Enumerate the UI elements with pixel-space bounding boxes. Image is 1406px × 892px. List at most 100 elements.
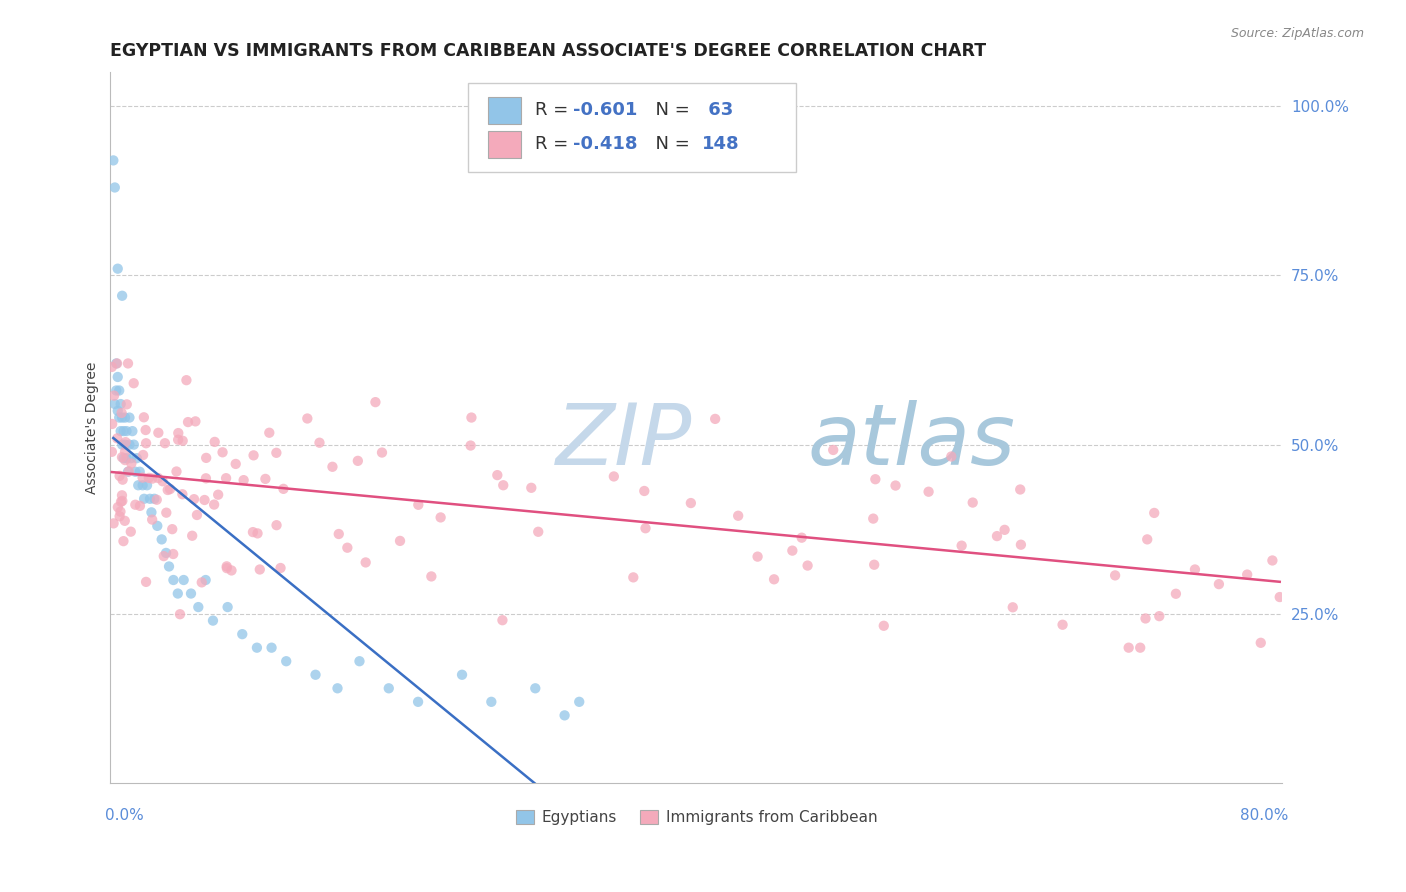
Point: [195, 450, 218, 465]
Point: [132, 448, 155, 462]
Point: [917, 484, 939, 499]
Point: [132, 410, 155, 425]
Point: [790, 531, 813, 545]
Point: [111, 289, 134, 303]
Point: [101, 417, 124, 431]
Point: [120, 457, 142, 471]
Point: [146, 519, 169, 533]
Point: [135, 423, 157, 437]
Point: [221, 564, 243, 578]
Point: [180, 586, 202, 600]
Point: [1104, 568, 1126, 582]
Point: [136, 478, 159, 492]
Point: [994, 523, 1017, 537]
Point: [159, 482, 181, 496]
Point: [111, 473, 134, 487]
Point: [328, 527, 350, 541]
Point: [246, 640, 269, 655]
Point: [112, 451, 135, 466]
Point: [103, 516, 125, 531]
Point: [747, 549, 769, 564]
Point: [486, 468, 509, 483]
Point: [118, 464, 141, 478]
Point: [107, 404, 129, 418]
Point: [186, 508, 208, 522]
Point: [1129, 640, 1152, 655]
Point: [254, 472, 277, 486]
Point: [110, 424, 132, 438]
FancyBboxPatch shape: [488, 96, 520, 124]
Point: [634, 521, 657, 535]
Point: [201, 614, 224, 628]
Point: [112, 424, 135, 438]
Point: [1010, 538, 1032, 552]
Point: [115, 451, 138, 466]
Point: [389, 533, 412, 548]
Point: [104, 397, 127, 411]
Point: [782, 543, 804, 558]
Point: [107, 261, 129, 276]
Point: [139, 491, 162, 506]
Point: [152, 549, 174, 563]
Point: [242, 525, 264, 540]
Point: [105, 384, 128, 398]
Point: [118, 410, 141, 425]
Point: [117, 465, 139, 479]
Point: [451, 667, 474, 681]
Point: [207, 488, 229, 502]
Point: [194, 471, 217, 485]
FancyBboxPatch shape: [488, 131, 520, 158]
Point: [111, 410, 134, 425]
Text: Source: ZipAtlas.com: Source: ZipAtlas.com: [1230, 27, 1364, 40]
Point: [215, 561, 238, 575]
Point: [193, 493, 215, 508]
Point: [524, 681, 547, 696]
Point: [962, 495, 984, 509]
Point: [187, 600, 209, 615]
Text: 80.0%: 80.0%: [1240, 807, 1288, 822]
Point: [194, 573, 217, 587]
Point: [117, 356, 139, 370]
Point: [181, 529, 204, 543]
Point: [111, 450, 134, 465]
Point: [108, 410, 131, 425]
Point: [105, 356, 128, 370]
Point: [120, 524, 142, 539]
Point: [1010, 483, 1032, 497]
Point: [138, 471, 160, 485]
Point: [108, 509, 131, 524]
Point: [111, 488, 134, 502]
Point: [704, 412, 727, 426]
Point: [873, 619, 896, 633]
Point: [108, 384, 131, 398]
Point: [124, 465, 146, 479]
Point: [172, 434, 194, 448]
Point: [336, 541, 359, 555]
Point: [865, 472, 887, 486]
Point: [101, 445, 124, 459]
Point: [347, 454, 370, 468]
Point: [406, 695, 429, 709]
Point: [121, 424, 143, 438]
Point: [150, 533, 173, 547]
Point: [211, 445, 233, 459]
Y-axis label: Associate's Degree: Associate's Degree: [86, 361, 100, 494]
Point: [101, 359, 124, 374]
Point: [491, 613, 513, 627]
Point: [162, 573, 184, 587]
Point: [128, 465, 150, 479]
Point: [1208, 577, 1230, 591]
Point: [115, 424, 138, 438]
Point: [231, 627, 253, 641]
Point: [143, 491, 166, 506]
Text: -0.601: -0.601: [574, 101, 638, 120]
Point: [176, 373, 198, 387]
Point: [554, 708, 576, 723]
Point: [1118, 640, 1140, 655]
Point: [118, 437, 141, 451]
Point: [104, 180, 127, 194]
Point: [122, 376, 145, 391]
Point: [215, 559, 238, 574]
Point: [1250, 636, 1272, 650]
Point: [246, 526, 269, 541]
